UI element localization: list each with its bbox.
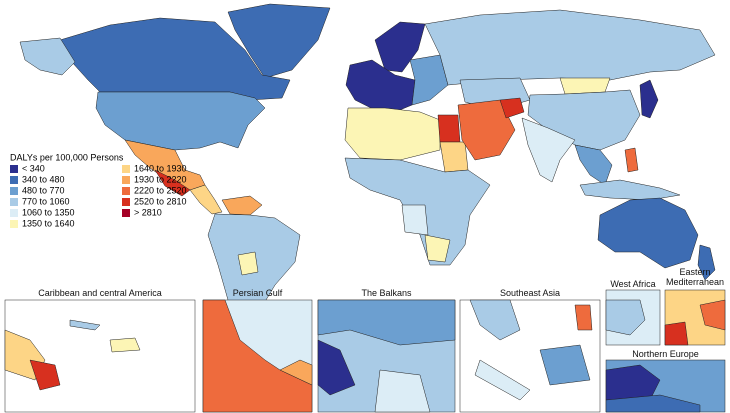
inset-title: Persian Gulf (232, 288, 283, 298)
legend-swatch (10, 176, 18, 184)
angola (401, 204, 429, 236)
inset-title: The Balkans (361, 288, 412, 298)
sudan (439, 141, 469, 173)
alaska (19, 37, 76, 76)
legend-swatch (122, 176, 130, 184)
inset-eastern-mediterranean (664, 289, 726, 346)
inset-west-africa (605, 289, 661, 346)
legend-swatch (122, 187, 130, 195)
legend-swatch (10, 165, 18, 173)
inset-balkans (317, 299, 456, 413)
china (527, 89, 641, 151)
legend-swatch (122, 209, 130, 217)
legend-label: 2220 to 2520 (134, 185, 187, 195)
australia (597, 197, 699, 269)
legend-swatch (10, 187, 18, 195)
legend-label: < 340 (22, 163, 45, 173)
russia (424, 9, 716, 86)
southeast-asia (574, 144, 613, 186)
north-africa (344, 107, 441, 161)
india (521, 117, 576, 183)
legend-label: 480 to 770 (22, 185, 65, 195)
inset-title: West Africa (610, 279, 656, 289)
legend-swatch (122, 198, 130, 206)
southern-africa (424, 234, 451, 263)
legend-label: 1060 to 1350 (22, 207, 75, 217)
greenland (227, 3, 331, 79)
legend-label: 340 to 480 (22, 174, 65, 184)
legend-swatch (10, 198, 18, 206)
legend-label: 1350 to 1640 (22, 218, 75, 228)
canada (59, 17, 291, 101)
legend-swatch (10, 209, 18, 217)
central-america (189, 184, 223, 215)
mexico-south (154, 169, 191, 197)
venezuela (221, 195, 263, 216)
inset-title: Eastern Mediterranean (665, 267, 725, 287)
inset-persian-gulf (202, 299, 313, 413)
bolivia (237, 251, 259, 276)
inset-southeast-asia (459, 299, 601, 413)
philippines (624, 147, 639, 173)
egypt (437, 114, 461, 143)
inset-caribbean (4, 299, 196, 413)
indonesia (579, 179, 681, 201)
japan (639, 79, 659, 119)
legend-label: 1930 to 2220 (134, 174, 187, 184)
inset-title: Northern Europe (632, 349, 699, 359)
legend-label: 770 to 1060 (22, 196, 70, 206)
inset-northern-europe (605, 359, 726, 413)
new-zealand (697, 244, 716, 281)
legend-label: > 2810 (134, 207, 162, 217)
mongolia (559, 77, 611, 95)
legend-swatch (10, 220, 18, 228)
inset-title: Caribbean and central America (38, 288, 162, 298)
afghanistan (499, 97, 525, 119)
legend-title: DALYs per 100,000 Persons (10, 152, 124, 162)
legend-label: 2520 to 2810 (134, 196, 187, 206)
western-europe (345, 59, 416, 113)
inset-title: Southeast Asia (499, 288, 561, 298)
legend-label: 1640 to 1930 (134, 163, 187, 173)
legend-swatch (122, 165, 130, 173)
usa (95, 91, 266, 151)
